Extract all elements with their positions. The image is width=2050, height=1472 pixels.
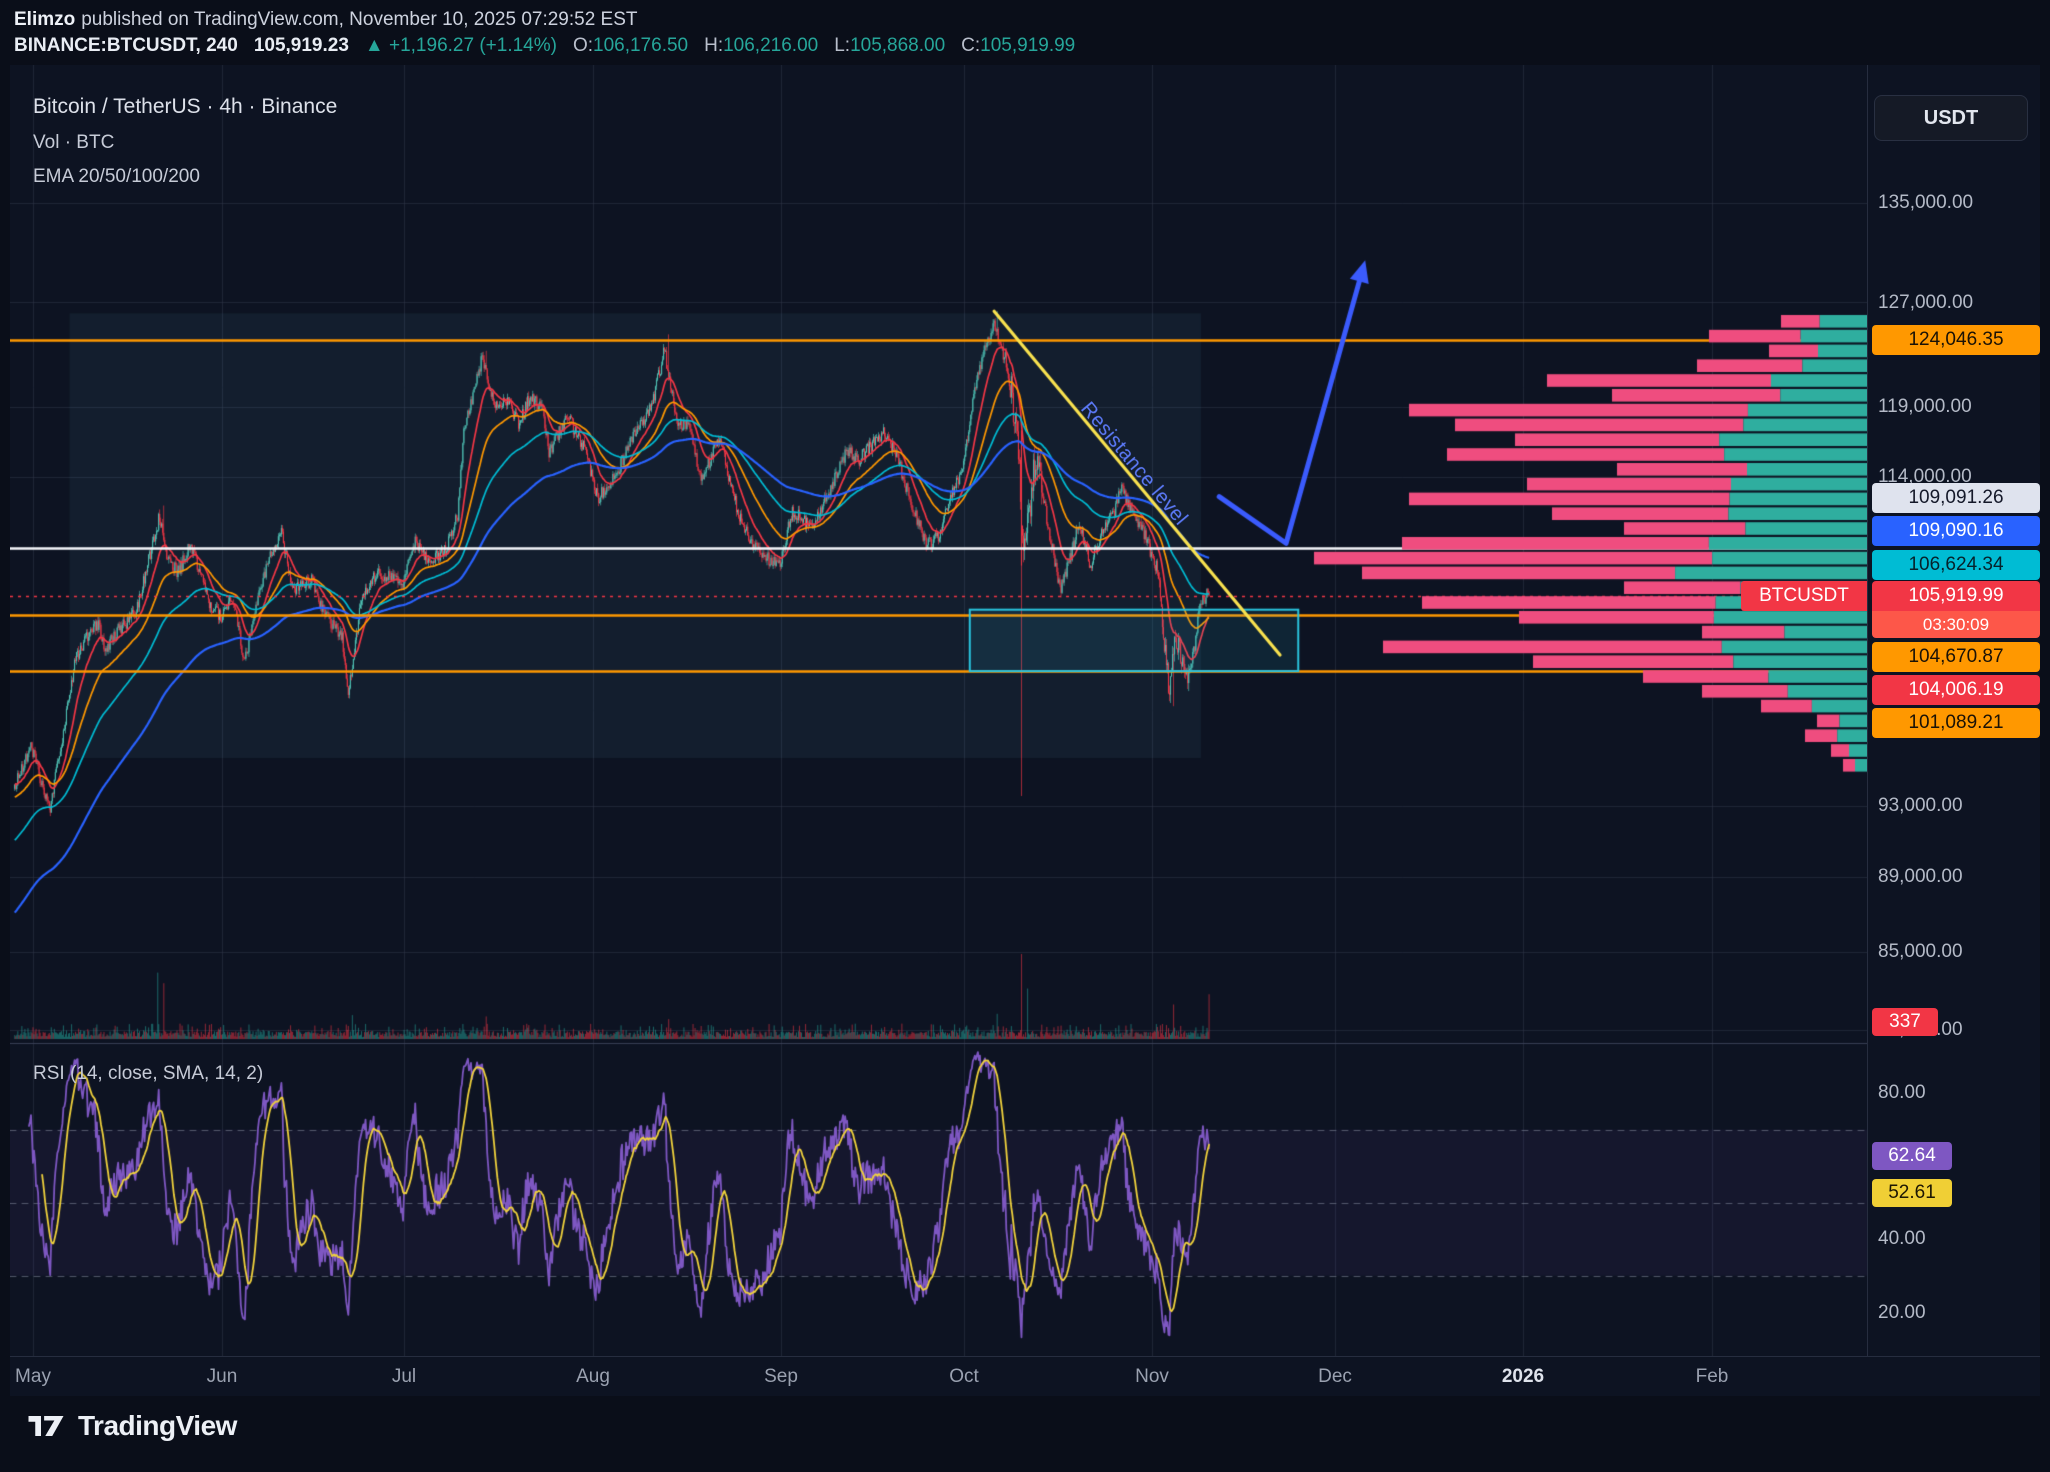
time-label-jul: Jul <box>391 1366 417 1387</box>
current-price: 105,919.99 <box>1872 581 2040 611</box>
tradingview-logo[interactable]: TradingView <box>26 1406 237 1446</box>
tradingview-logo-text: TradingView <box>78 1410 237 1441</box>
time-label-may: May <box>15 1366 51 1387</box>
price-tick: 93,000.00 <box>1878 795 1963 816</box>
rsi-legend[interactable]: RSI (14, close, SMA, 14, 2) <box>33 1063 264 1084</box>
alert-badge-104006: 104,006.19 <box>1872 675 2040 705</box>
ohlc-o: O:106,176.50 <box>572 35 689 56</box>
time-label-feb: Feb <box>1695 1366 1729 1387</box>
volume-axis-badge: 337 <box>1872 1008 1938 1036</box>
time-label-nov: Nov <box>1135 1366 1169 1387</box>
time-label-jun: Jun <box>206 1366 238 1387</box>
price-change: ▲ +1,196.27 (+1.14%) <box>364 35 557 56</box>
ema200-badge-109090: 109,090.16 <box>1872 516 2040 546</box>
time-label-aug: Aug <box>576 1366 610 1387</box>
rsi-tick: 40.00 <box>1878 1228 1926 1249</box>
price-tick: 135,000.00 <box>1878 192 1974 213</box>
ohlc-h: H:106,216.00 <box>704 35 819 56</box>
volume-legend[interactable]: Vol · BTC <box>33 132 115 153</box>
publish-line: Elimzo published on TradingView.com, Nov… <box>14 6 1075 33</box>
hline-badge-124046: 124,046.35 <box>1872 325 2040 355</box>
price-chart-canvas[interactable] <box>10 65 1867 1356</box>
price-tick: 119,000.00 <box>1878 396 1972 417</box>
white-line-badge-109091: 109,091.26 <box>1872 483 2040 513</box>
symbol-info-line: BINANCE:BTCUSDT, 240 105,919.23 ▲ +1,196… <box>14 35 1075 57</box>
time-axis-separator <box>10 1356 2040 1357</box>
rsi-tick: 20.00 <box>1878 1302 1926 1323</box>
published-text: published on TradingView.com, November 1… <box>81 8 638 30</box>
ema100-badge-106624: 106,624.34 <box>1872 550 2040 580</box>
ohlc-c: C:105,919.99 <box>961 35 1076 56</box>
symbol-title: BINANCE:BTCUSDT, 240 <box>14 35 238 56</box>
time-axis[interactable]: May Jun Jul Aug Sep Oct Nov Dec 2026 Feb <box>10 1358 2040 1396</box>
time-label-oct: Oct <box>949 1366 979 1387</box>
ohlc-values: O:106,176.50 H:106,216.00 L:105,868.00 C:10… <box>573 35 1075 57</box>
price-tick: 89,000.00 <box>1878 866 1963 887</box>
currency-toggle-button[interactable]: USDT <box>1874 95 2028 141</box>
author-name: Elimzo <box>14 8 76 30</box>
rsi-value-badge: 62.64 <box>1872 1142 1952 1170</box>
price-axis-border <box>1867 65 1868 1356</box>
last-price: 105,919.23 <box>253 35 349 56</box>
time-label-2026: 2026 <box>1501 1366 1545 1387</box>
rsi-tick: 80.00 <box>1878 1082 1926 1103</box>
ohlc-l: L:105,868.00 <box>834 35 946 56</box>
hline-badge-101089: 101,089.21 <box>1872 708 2040 738</box>
time-label-dec: Dec <box>1318 1366 1352 1387</box>
ema-legend[interactable]: EMA 20/50/100/200 <box>33 166 200 187</box>
chart-widget: Bitcoin / TetherUS · 4h · Binance Vol · … <box>10 65 2040 1396</box>
price-tick: 127,000.00 <box>1878 292 1974 313</box>
symbol-price-label: BTCUSDT <box>1741 581 1867 611</box>
symbol-legend[interactable]: Bitcoin / TetherUS · 4h · Binance <box>33 95 338 118</box>
price-tick: 114,000.00 <box>1878 466 1972 487</box>
bar-countdown: 03:30:09 <box>1872 611 2040 638</box>
tradingview-logo-icon <box>28 1416 64 1436</box>
rsi-sma-badge: 52.61 <box>1872 1179 1952 1207</box>
price-tick: 85,000.00 <box>1878 941 1963 962</box>
hline-badge-104670: 104,670.87 <box>1872 642 2040 672</box>
current-price-badge: 105,919.99 03:30:09 <box>1872 581 2040 638</box>
time-label-sep: Sep <box>764 1366 798 1387</box>
publish-header: Elimzo published on TradingView.com, Nov… <box>14 6 1075 57</box>
